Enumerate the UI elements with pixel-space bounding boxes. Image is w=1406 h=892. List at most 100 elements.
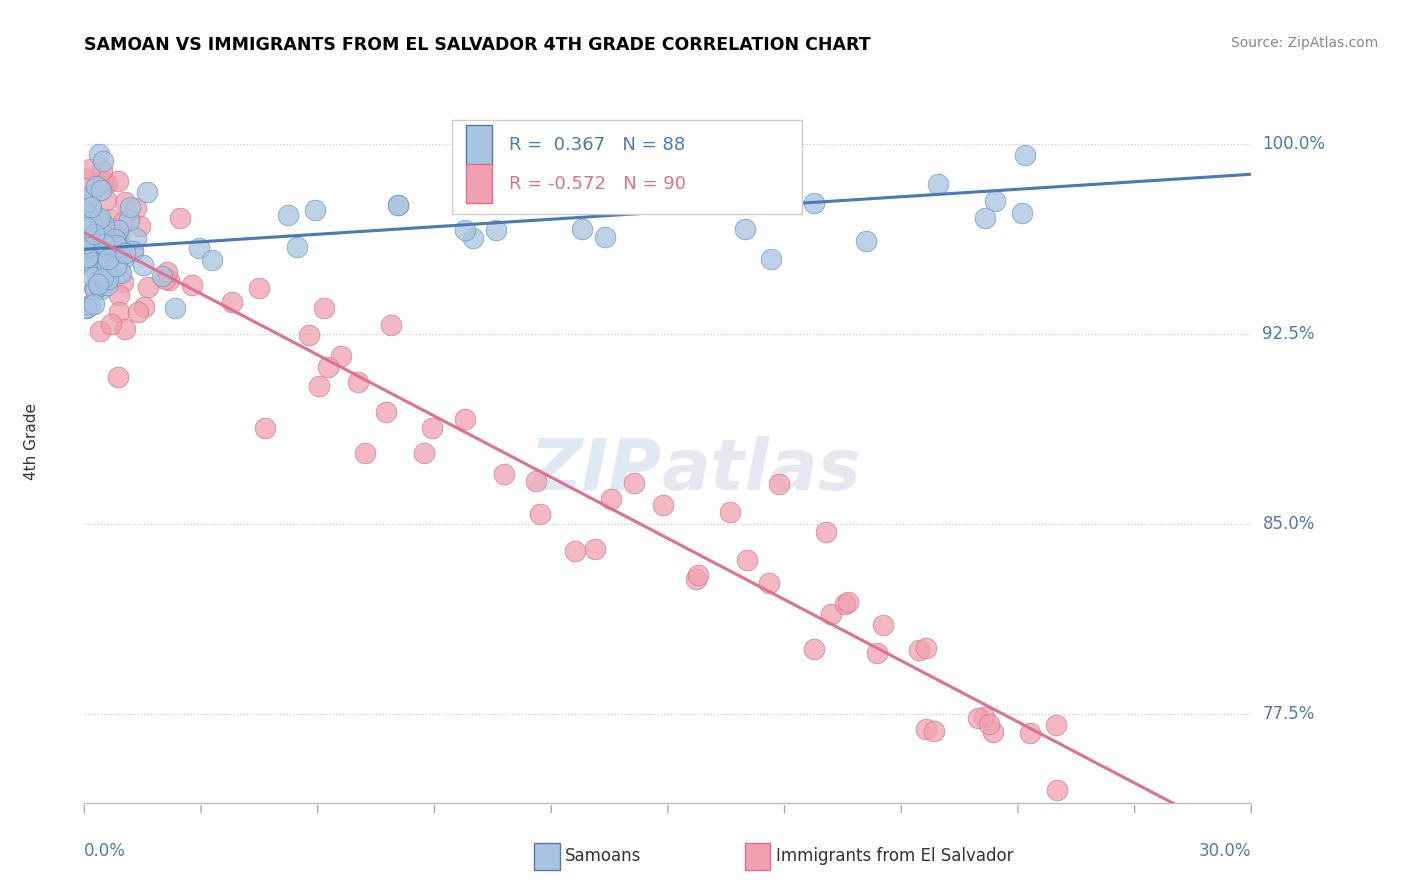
Point [803, 642, 825, 657]
Point [1014, 148, 1036, 162]
Point [79, 245, 101, 260]
Point [89, 244, 111, 258]
Point [688, 568, 710, 582]
Point [80, 215, 103, 229]
Point [76, 239, 98, 253]
Point [107, 174, 129, 188]
Point [1046, 783, 1069, 797]
Point [163, 301, 186, 316]
Point [112, 252, 135, 266]
Point [101, 256, 124, 270]
Point [75, 301, 97, 316]
Bar [465, 126, 492, 165]
Point [679, 145, 702, 159]
Point [84, 282, 107, 296]
Point [413, 446, 436, 460]
Point [111, 215, 134, 229]
Point [922, 723, 945, 738]
Point [125, 201, 148, 215]
Text: Source: ZipAtlas.com: Source: ZipAtlas.com [1230, 36, 1378, 50]
Point [221, 295, 243, 310]
Point [110, 265, 132, 279]
Point [97, 234, 120, 248]
Point [83, 227, 105, 242]
Point [75, 172, 97, 186]
Point [120, 200, 142, 214]
Point [380, 318, 402, 332]
Point [132, 301, 155, 315]
Point [387, 198, 409, 212]
Point [89, 325, 111, 339]
Point [86, 241, 108, 255]
Text: ZIP: ZIP [530, 436, 662, 505]
Point [84, 178, 107, 193]
Point [83, 297, 105, 311]
Text: R =  0.367   N = 88: R = 0.367 N = 88 [509, 136, 685, 154]
Point [304, 203, 326, 218]
Point [111, 275, 134, 289]
Point [97, 271, 120, 285]
Point [837, 595, 859, 609]
Point [82, 269, 104, 284]
Point [111, 240, 134, 254]
Point [122, 244, 145, 258]
Point [815, 525, 838, 540]
Point [156, 265, 179, 279]
Point [105, 238, 128, 252]
Point [87, 147, 110, 161]
Point [121, 244, 143, 259]
Point [529, 507, 551, 521]
Point [651, 158, 673, 172]
Point [314, 301, 336, 315]
Point [253, 421, 276, 435]
Point [90, 282, 112, 296]
Point [94, 271, 117, 285]
Point [82, 241, 104, 255]
Point [77, 225, 100, 239]
Point [651, 498, 673, 512]
Point [524, 474, 547, 488]
Point [89, 211, 111, 226]
Point [87, 213, 110, 227]
Point [77, 240, 100, 254]
Point [915, 722, 938, 736]
Point [83, 281, 105, 295]
Point [685, 573, 707, 587]
Point [914, 640, 936, 655]
Point [347, 375, 370, 389]
Point [100, 211, 122, 226]
Point [76, 250, 98, 264]
Point [454, 412, 477, 426]
Point [136, 280, 159, 294]
Point [87, 279, 110, 293]
Point [973, 710, 995, 724]
Point [129, 219, 152, 234]
Point [75, 219, 97, 234]
Point [855, 235, 877, 249]
Point [101, 235, 124, 249]
Bar [465, 164, 492, 203]
Point [564, 544, 586, 558]
Point [94, 193, 117, 207]
Point [169, 211, 191, 225]
Point [91, 271, 114, 285]
Text: SAMOAN VS IMMIGRANTS FROM EL SALVADOR 4TH GRADE CORRELATION CHART: SAMOAN VS IMMIGRANTS FROM EL SALVADOR 4T… [84, 36, 870, 54]
Point [571, 222, 593, 236]
Point [114, 322, 136, 336]
Point [107, 223, 129, 237]
Point [494, 467, 516, 481]
Point [734, 222, 756, 236]
Point [201, 253, 224, 268]
Point [595, 230, 617, 244]
Point [77, 193, 100, 207]
Point [84, 242, 107, 256]
Point [967, 711, 990, 725]
Text: 30.0%: 30.0% [1199, 842, 1251, 860]
Point [157, 273, 180, 287]
Point [316, 359, 339, 374]
Point [76, 250, 98, 264]
Point [96, 277, 118, 292]
Point [699, 158, 721, 172]
Point [485, 223, 508, 237]
Point [75, 301, 97, 316]
